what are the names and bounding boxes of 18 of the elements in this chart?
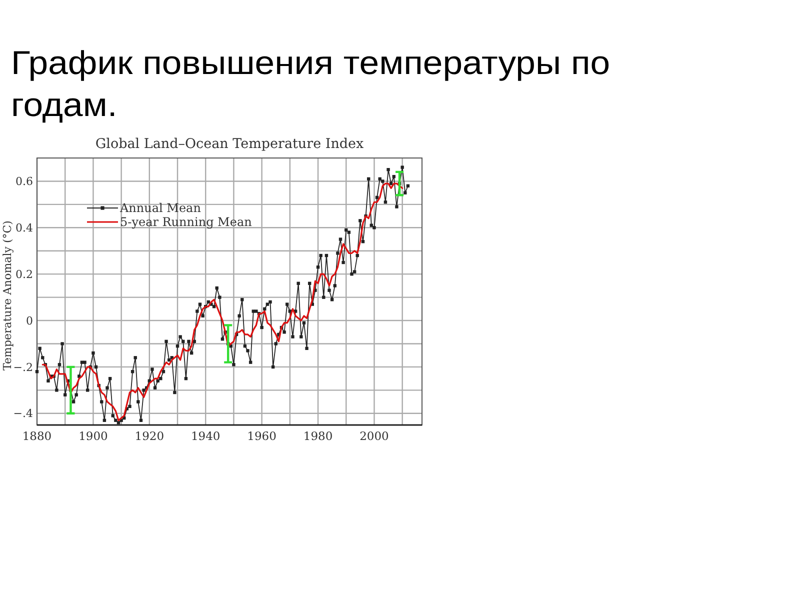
y-tick-label: −.4 [13,407,33,420]
x-tick-label: 2000 [360,429,389,443]
x-tick-label: 1900 [78,429,108,443]
x-tick-label: 1940 [190,429,220,443]
chart-title: График повышения температуры по годам. [11,45,610,124]
y-tick-label: 0.6 [16,175,33,188]
chart-subtitle: Global Land–Ocean Temperature Index [95,136,364,152]
x-tick-label: 1960 [247,429,276,443]
x-tick-label: 1880 [22,429,52,443]
x-tick-label: 1920 [134,429,164,443]
y-tick-label: 0 [26,314,33,328]
legend-label: 5-year Running Mean [120,215,252,230]
legend-label: Annual Mean [119,201,202,216]
y-tick-label: 0.4 [16,222,33,234]
y-axis-title: Temperature Anomaly (°C) [1,220,14,370]
y-tick-label: 0.2 [16,268,33,281]
x-tick-label: 1980 [303,429,333,443]
y-tick-label: −.2 [13,360,33,374]
